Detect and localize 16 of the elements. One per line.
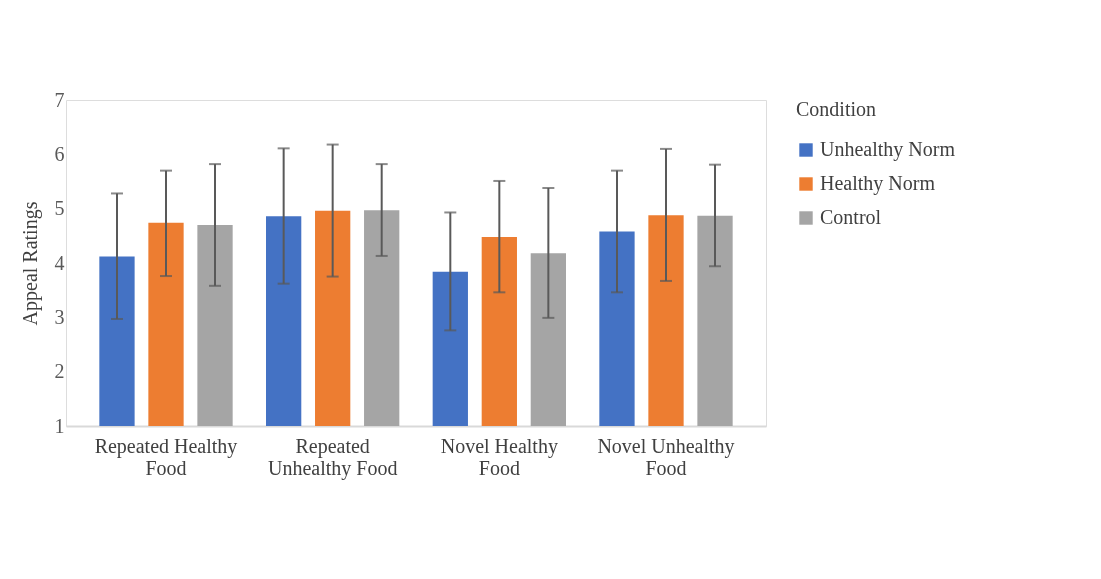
y-tick-label: 6 [54, 142, 65, 165]
x-tick-label: Repeated Healthy Food [94, 434, 238, 479]
legend-label: Control [820, 206, 882, 228]
y-tick-label: 5 [54, 197, 65, 220]
y-tick-label: 1 [54, 414, 65, 437]
x-tick-label: Novel Healthy Food [440, 434, 558, 479]
y-tick-label: 2 [54, 360, 65, 383]
x-tick-label: Repeated Unhealthy Food [267, 434, 398, 480]
legend-label: Unhealthy Norm [820, 138, 956, 161]
y-tick-label: 4 [54, 251, 65, 274]
legend-label: Healthy Norm [820, 172, 936, 195]
x-tick-label: Novel Unhealthy Food [597, 434, 735, 479]
y-axis-title: Appeal Ratings [18, 201, 42, 326]
legend-title: Condition [796, 98, 877, 120]
y-tick-label: 3 [54, 305, 65, 328]
y-tick-label: 7 [54, 88, 65, 111]
